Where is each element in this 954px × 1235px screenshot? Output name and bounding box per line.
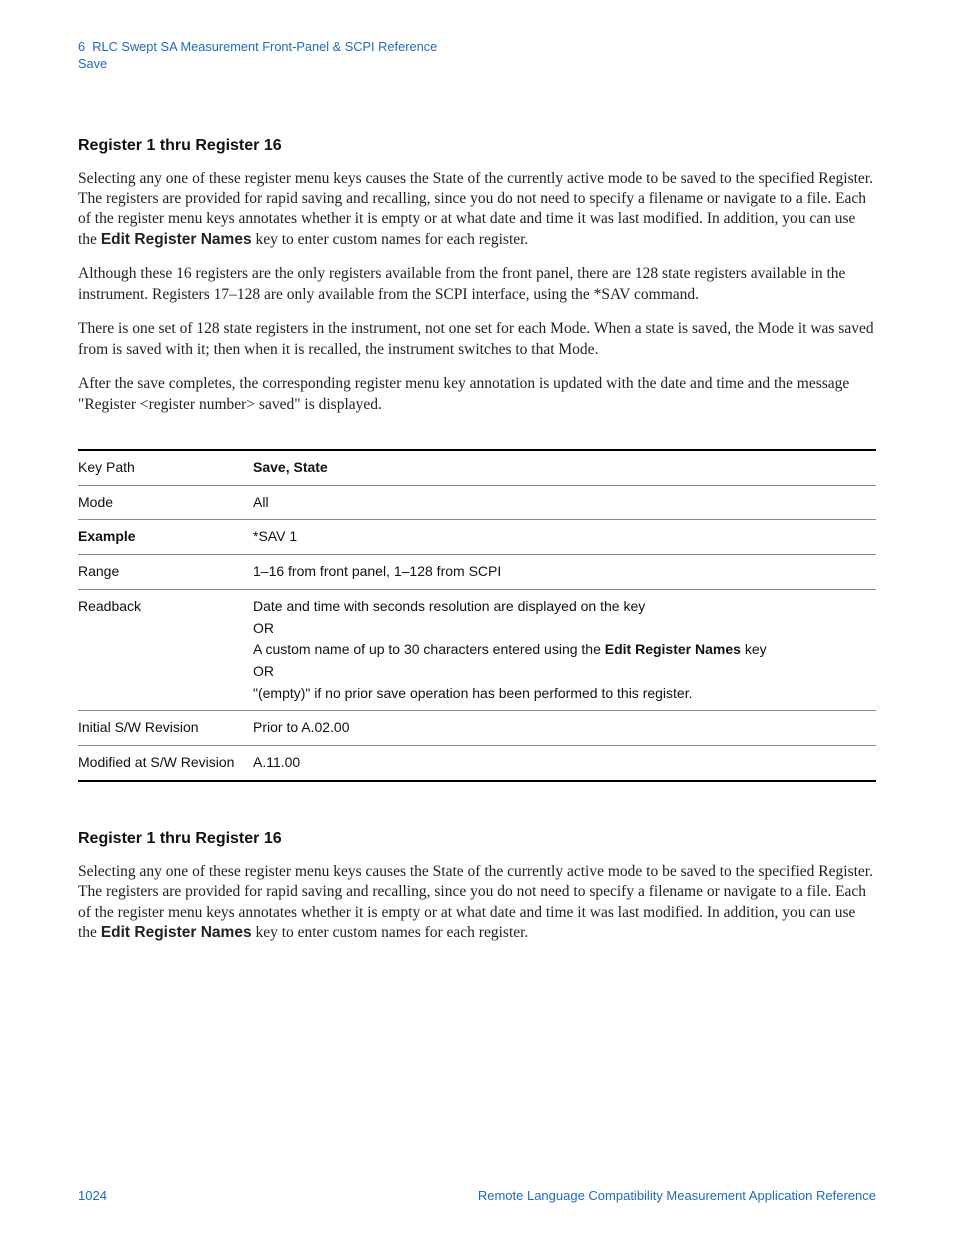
cell-label: Initial S/W Revision: [78, 711, 253, 746]
cell-value: *SAV 1: [253, 520, 876, 555]
cell-label: Readback: [78, 589, 253, 710]
section-name: Save: [78, 56, 107, 71]
edit-register-names-label: Edit Register Names: [605, 641, 741, 657]
cell-label: Modified at S/W Revision: [78, 745, 253, 780]
section2-paragraph-1: Selecting any one of these register menu…: [78, 862, 876, 944]
chapter-number: 6: [78, 39, 85, 54]
page-number: 1024: [78, 1188, 107, 1203]
cell-value: Date and time with seconds resolution ar…: [253, 589, 876, 710]
table-row: Readback Date and time with seconds reso…: [78, 589, 876, 710]
cell-value: All: [253, 485, 876, 520]
cell-value: Prior to A.02.00: [253, 711, 876, 746]
cell-label: Example: [78, 520, 253, 555]
cell-value: Save, State: [253, 450, 876, 485]
chapter-title: RLC Swept SA Measurement Front-Panel & S…: [92, 39, 437, 54]
section1-heading: Register 1 thru Register 16: [78, 137, 876, 155]
table-row: Key Path Save, State: [78, 450, 876, 485]
cell-value: 1–16 from front panel, 1–128 from SCPI: [253, 555, 876, 590]
table-row: Modified at S/W Revision A.11.00: [78, 745, 876, 780]
section1-paragraph-2: Although these 16 registers are the only…: [78, 264, 876, 305]
page-footer: 1024 Remote Language Compatibility Measu…: [78, 1188, 876, 1203]
table-row: Mode All: [78, 485, 876, 520]
section1-paragraph-1: Selecting any one of these register menu…: [78, 169, 876, 251]
table-row: Range 1–16 from front panel, 1–128 from …: [78, 555, 876, 590]
edit-register-names-label: Edit Register Names: [101, 924, 252, 941]
edit-register-names-label: Edit Register Names: [101, 231, 252, 248]
doc-title: Remote Language Compatibility Measuremen…: [478, 1188, 876, 1203]
table-row: Example *SAV 1: [78, 520, 876, 555]
cell-label: Range: [78, 555, 253, 590]
spec-table: Key Path Save, State Mode All Example *S…: [78, 449, 876, 782]
header-breadcrumb: 6 RLC Swept SA Measurement Front-Panel &…: [78, 38, 876, 73]
cell-value: A.11.00: [253, 745, 876, 780]
cell-label: Key Path: [78, 450, 253, 485]
section2-heading: Register 1 thru Register 16: [78, 830, 876, 848]
section1-paragraph-3: There is one set of 128 state registers …: [78, 319, 876, 360]
table-row: Initial S/W Revision Prior to A.02.00: [78, 711, 876, 746]
cell-label: Mode: [78, 485, 253, 520]
section1-paragraph-4: After the save completes, the correspond…: [78, 374, 876, 415]
